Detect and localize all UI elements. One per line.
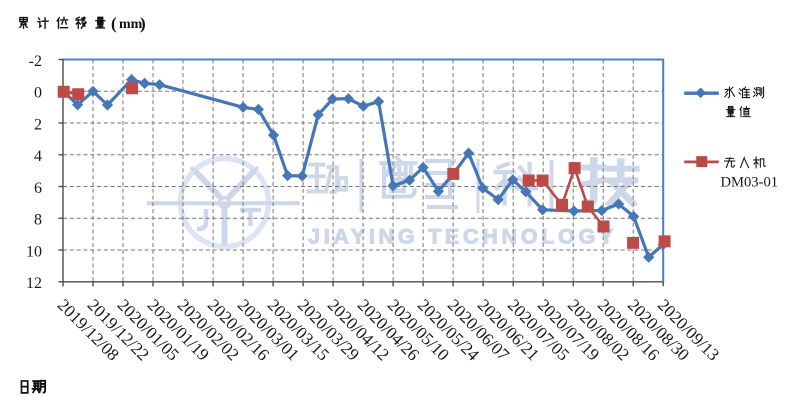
svg-text:8: 8 <box>34 212 42 229</box>
svg-text:6: 6 <box>34 180 42 197</box>
svg-text:12: 12 <box>26 275 42 292</box>
svg-text:DM03-01: DM03-01 <box>721 174 779 190</box>
svg-text:0: 0 <box>34 85 42 102</box>
svg-text:(: ( <box>111 14 117 33</box>
svg-text:JIAYING TECHNOLOGY: JIAYING TECHNOLOGY <box>308 225 617 249</box>
svg-text:10: 10 <box>26 243 42 260</box>
svg-text:mm: mm <box>119 17 143 32</box>
svg-text:): ) <box>140 14 146 33</box>
svg-text:-2: -2 <box>29 53 42 70</box>
svg-text:2: 2 <box>34 116 42 133</box>
svg-text:4: 4 <box>34 148 42 165</box>
